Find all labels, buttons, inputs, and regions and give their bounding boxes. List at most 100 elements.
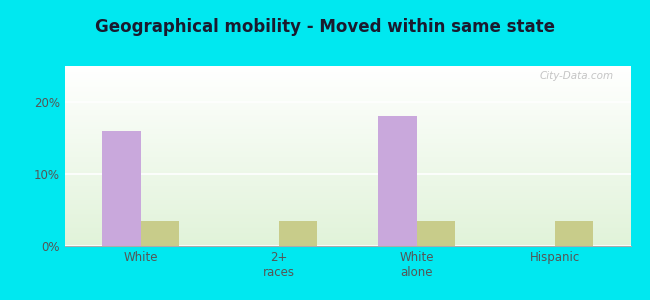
Bar: [65, 223, 630, 224]
Bar: [65, 244, 630, 245]
Bar: [65, 234, 630, 235]
Bar: [65, 87, 630, 88]
Bar: [65, 143, 630, 144]
Bar: [65, 181, 630, 182]
Bar: [65, 66, 630, 67]
Bar: [65, 99, 630, 100]
Bar: [65, 241, 630, 242]
Bar: [65, 162, 630, 163]
Bar: [65, 173, 630, 174]
Bar: [65, 111, 630, 112]
Bar: [65, 70, 630, 71]
Bar: [65, 74, 630, 75]
Bar: [65, 169, 630, 170]
Bar: [65, 178, 630, 179]
Bar: [65, 207, 630, 208]
Bar: [65, 195, 630, 196]
Bar: [65, 231, 630, 232]
Bar: [65, 140, 630, 141]
Bar: [65, 123, 630, 124]
Bar: [65, 182, 630, 183]
Bar: [65, 172, 630, 173]
Bar: [65, 220, 630, 221]
Bar: [65, 135, 630, 136]
Bar: [65, 190, 630, 191]
Bar: [65, 104, 630, 105]
Bar: [65, 144, 630, 145]
Bar: [65, 155, 630, 156]
Bar: [65, 158, 630, 159]
Bar: [65, 197, 630, 198]
Bar: [65, 194, 630, 195]
Bar: [65, 165, 630, 166]
Bar: [65, 96, 630, 97]
Bar: [65, 117, 630, 118]
Bar: [65, 122, 630, 123]
Bar: [65, 137, 630, 138]
Bar: [65, 81, 630, 82]
Bar: [65, 151, 630, 152]
Bar: [378, 116, 417, 246]
Bar: [65, 170, 630, 171]
Bar: [65, 156, 630, 157]
Bar: [65, 89, 630, 90]
Bar: [65, 232, 630, 233]
Bar: [65, 93, 630, 94]
Bar: [279, 221, 317, 246]
Bar: [65, 79, 630, 80]
Bar: [65, 84, 630, 85]
Bar: [417, 221, 456, 246]
Bar: [65, 77, 630, 78]
Bar: [65, 238, 630, 239]
Bar: [65, 208, 630, 209]
Bar: [65, 161, 630, 162]
Bar: [65, 193, 630, 194]
Bar: [65, 236, 630, 237]
Bar: [65, 136, 630, 137]
Bar: [65, 126, 630, 127]
Bar: [65, 71, 630, 72]
Text: City-Data.com: City-Data.com: [540, 71, 614, 81]
Bar: [65, 186, 630, 187]
Bar: [65, 166, 630, 167]
Bar: [65, 222, 630, 223]
Bar: [65, 118, 630, 119]
Bar: [554, 221, 593, 246]
Bar: [65, 75, 630, 76]
Bar: [65, 243, 630, 244]
Bar: [65, 110, 630, 111]
Bar: [65, 219, 630, 220]
Bar: [65, 138, 630, 139]
Bar: [65, 125, 630, 126]
Bar: [65, 106, 630, 107]
Bar: [65, 150, 630, 151]
Bar: [65, 209, 630, 210]
Bar: [65, 199, 630, 200]
Bar: [65, 95, 630, 96]
Bar: [65, 233, 630, 234]
Bar: [65, 116, 630, 117]
Bar: [65, 67, 630, 68]
Bar: [65, 211, 630, 212]
Bar: [65, 179, 630, 180]
Bar: [65, 225, 630, 226]
Bar: [65, 167, 630, 168]
Bar: [65, 228, 630, 229]
Bar: [65, 202, 630, 203]
Bar: [65, 112, 630, 113]
Bar: [65, 206, 630, 207]
Bar: [65, 130, 630, 131]
Bar: [65, 101, 630, 102]
Bar: [65, 245, 630, 246]
Bar: [65, 72, 630, 73]
Bar: [65, 205, 630, 206]
Bar: [65, 132, 630, 133]
Bar: [65, 131, 630, 132]
Bar: [65, 213, 630, 214]
Bar: [141, 221, 179, 246]
Bar: [65, 191, 630, 192]
Bar: [65, 148, 630, 149]
Bar: [65, 217, 630, 218]
Bar: [65, 102, 630, 103]
Bar: [65, 196, 630, 197]
